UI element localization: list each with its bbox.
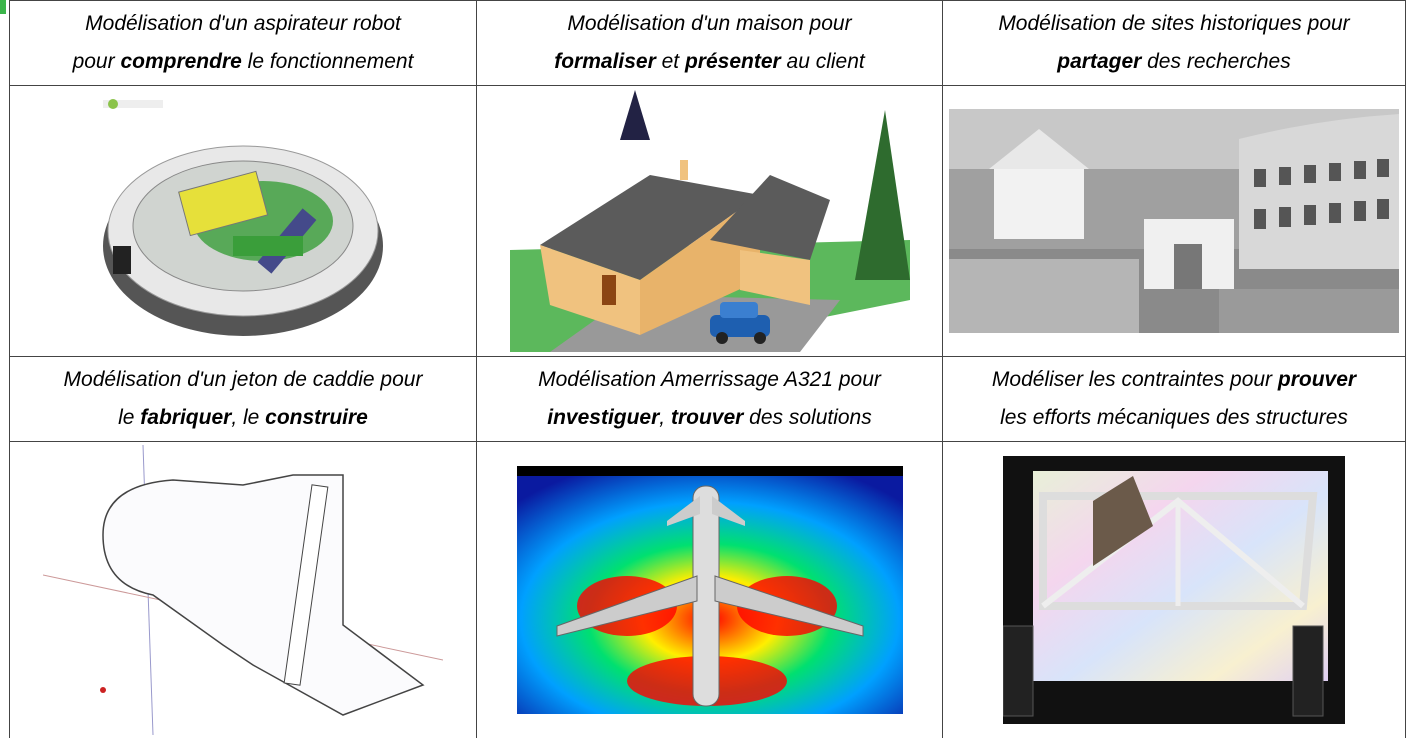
robot-vacuum-image bbox=[93, 96, 393, 346]
caption-line: Modélisation d'un maison pour bbox=[477, 5, 942, 43]
page: Modélisation d'un aspirateur robot pour c… bbox=[0, 0, 1406, 740]
caption-text: Modélisation d'un jeton de caddie pour bbox=[64, 368, 423, 391]
image-cell bbox=[477, 86, 943, 357]
caption-text: pour bbox=[73, 50, 121, 73]
corner-mark bbox=[0, 0, 6, 14]
truss-image bbox=[1003, 456, 1345, 724]
caption-text: Modélisation Amerrissage A321 pour bbox=[538, 368, 881, 391]
caption-row: Modélisation d'un aspirateur robot pour c… bbox=[10, 1, 1406, 86]
caption-text: Modélisation d'un aspirateur robot bbox=[85, 12, 401, 35]
image-cell bbox=[943, 442, 1406, 739]
caption-text: Modélisation d'un maison pour bbox=[567, 12, 851, 35]
caption-keyword: trouver bbox=[671, 406, 743, 429]
caption-row: Modélisation d'un jeton de caddie pour le… bbox=[10, 357, 1406, 442]
caption-keyword: investiguer bbox=[547, 406, 659, 429]
image-row bbox=[10, 442, 1406, 739]
image-cell bbox=[477, 442, 943, 739]
token-image bbox=[43, 445, 443, 735]
caption-cell: Modélisation d'un maison pour formaliser … bbox=[477, 1, 943, 86]
caption-cell: Modélisation de sites historiques pour pa… bbox=[943, 1, 1406, 86]
caption-line: formaliser et présenter au client bbox=[477, 43, 942, 81]
a321-heatmap-image bbox=[517, 466, 903, 714]
caption-line: Modéliser les contraintes pour prouver bbox=[943, 361, 1405, 399]
caption-line: Modélisation de sites historiques pour bbox=[943, 5, 1405, 43]
caption-cell: Modélisation d'un jeton de caddie pour le… bbox=[10, 357, 477, 442]
caption-text: , le bbox=[231, 406, 265, 429]
caption-text: au client bbox=[781, 50, 865, 73]
caption-line: pour comprendre le fonctionnement bbox=[10, 43, 476, 81]
caption-line: investiguer, trouver des solutions bbox=[477, 399, 942, 437]
caption-text: , bbox=[659, 406, 671, 429]
caption-keyword: prouver bbox=[1278, 368, 1356, 391]
rome-image bbox=[949, 109, 1399, 333]
caption-line: le fabriquer, le construire bbox=[10, 399, 476, 437]
caption-keyword: fabriquer bbox=[140, 406, 231, 429]
image-cell bbox=[10, 442, 477, 739]
caption-keyword: présenter bbox=[685, 50, 781, 73]
caption-cell: Modéliser les contraintes pour prouver le… bbox=[943, 357, 1406, 442]
caption-line: Modélisation d'un aspirateur robot bbox=[10, 5, 476, 43]
house-image bbox=[510, 90, 910, 352]
caption-line: partager des recherches bbox=[943, 43, 1405, 81]
image-cell bbox=[10, 86, 477, 357]
caption-keyword: formaliser bbox=[554, 50, 656, 73]
caption-keyword: construire bbox=[265, 406, 368, 429]
caption-cell: Modélisation d'un aspirateur robot pour c… bbox=[10, 1, 477, 86]
caption-text: Modélisation de sites historiques pour bbox=[998, 12, 1349, 35]
caption-keyword: comprendre bbox=[120, 50, 241, 73]
caption-text: des recherches bbox=[1141, 50, 1290, 73]
caption-text: les efforts mécaniques des structures bbox=[1000, 406, 1348, 429]
caption-text: le bbox=[118, 406, 140, 429]
caption-keyword: partager bbox=[1057, 50, 1141, 73]
caption-text: des solutions bbox=[743, 406, 871, 429]
caption-cell: Modélisation Amerrissage A321 pour invest… bbox=[477, 357, 943, 442]
caption-line: Modélisation Amerrissage A321 pour bbox=[477, 361, 942, 399]
caption-text: et bbox=[656, 50, 685, 73]
caption-line: Modélisation d'un jeton de caddie pour bbox=[10, 361, 476, 399]
caption-text: Modéliser les contraintes pour bbox=[992, 368, 1278, 391]
caption-text: le fonctionnement bbox=[242, 50, 414, 73]
image-row bbox=[10, 86, 1406, 357]
use-case-table: Modélisation d'un aspirateur robot pour c… bbox=[9, 0, 1406, 738]
image-cell bbox=[943, 86, 1406, 357]
caption-line: les efforts mécaniques des structures bbox=[943, 399, 1405, 437]
